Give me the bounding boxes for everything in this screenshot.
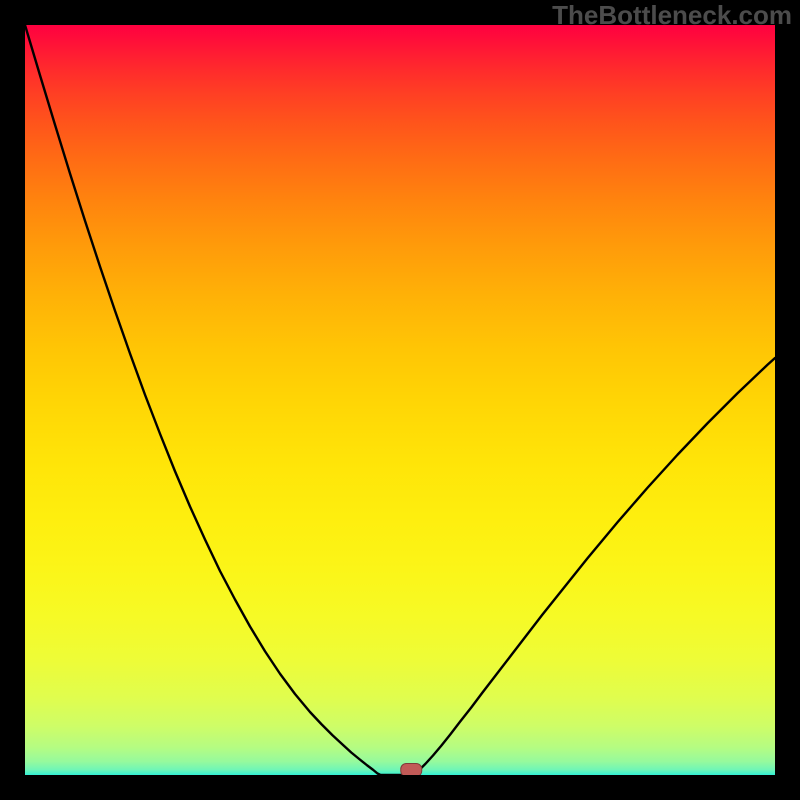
optimum-marker: [401, 763, 423, 775]
chart-stage: TheBottleneck.com: [0, 0, 800, 800]
bottleneck-curve: [25, 25, 775, 775]
plot-area: [25, 25, 775, 775]
watermark-text: TheBottleneck.com: [552, 0, 792, 31]
